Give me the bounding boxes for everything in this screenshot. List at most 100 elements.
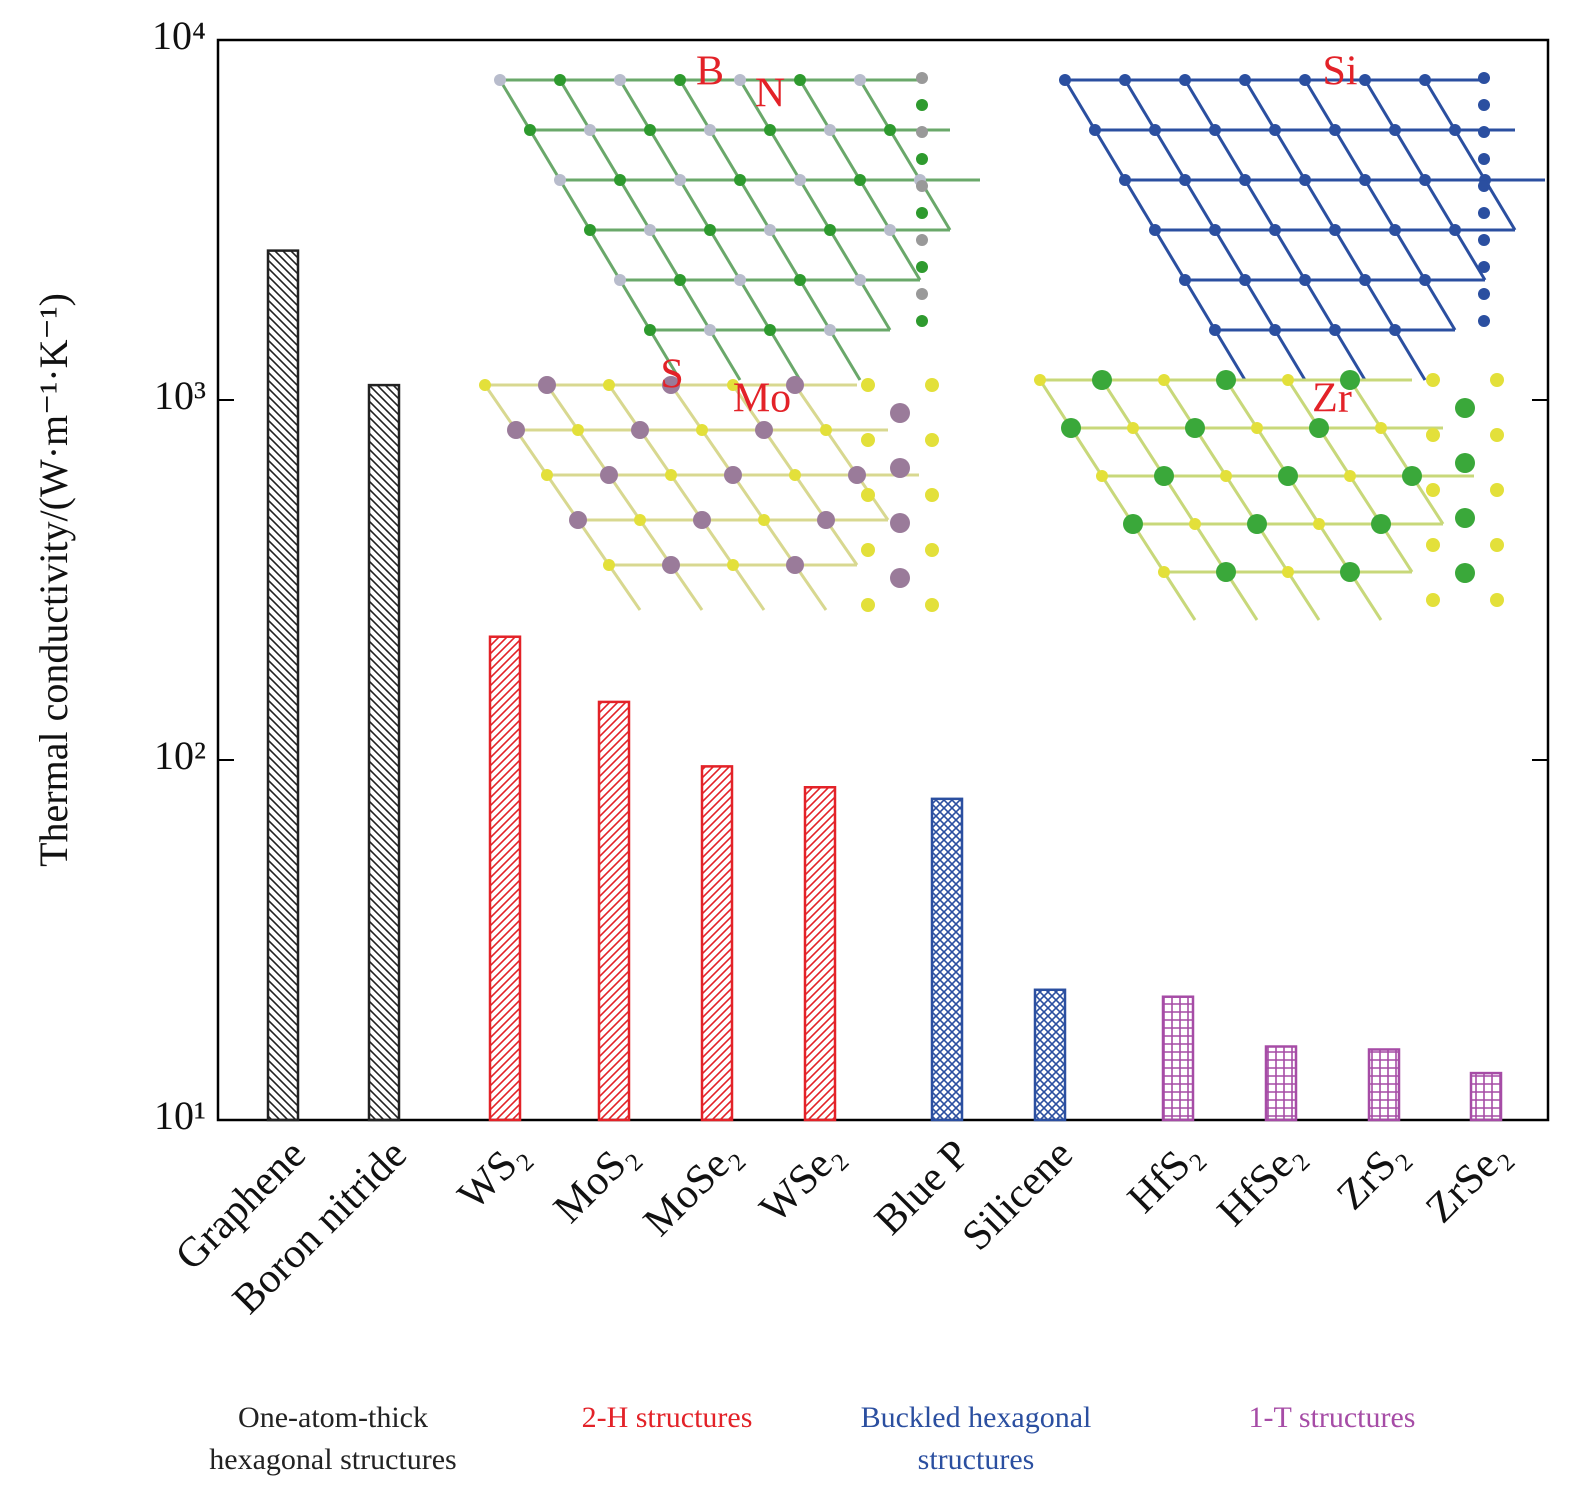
bond (1183, 79, 1217, 131)
bond (1123, 179, 1157, 231)
atom (1455, 398, 1475, 418)
atom (916, 153, 928, 165)
bond (514, 429, 549, 476)
x-tick-label: WS₂ (449, 1131, 536, 1218)
bond (669, 564, 704, 611)
group-label: Buckled hexagonal (861, 1401, 1092, 1434)
bar (700, 765, 734, 1122)
atom (861, 543, 875, 557)
bond (1483, 179, 1517, 231)
bond (1333, 329, 1367, 381)
bond (798, 179, 832, 231)
atom (584, 124, 596, 136)
atom (1329, 124, 1341, 136)
atom (538, 376, 556, 394)
atom (1269, 324, 1281, 336)
atom (861, 488, 875, 502)
atom (727, 379, 739, 391)
atom (734, 274, 746, 286)
atom (1419, 74, 1431, 86)
bar (803, 786, 837, 1122)
atom (1209, 224, 1221, 236)
atom (890, 568, 910, 588)
bond (1286, 571, 1321, 621)
atom (1389, 324, 1401, 336)
atom (1059, 74, 1071, 86)
bond (545, 384, 580, 431)
bond (888, 129, 922, 181)
atom (1239, 174, 1251, 186)
atom (1158, 374, 1170, 386)
bond (738, 79, 772, 131)
atom (1329, 224, 1341, 236)
bond (858, 179, 892, 231)
atom (1154, 466, 1174, 486)
y-tick-label: 10³ (154, 373, 206, 418)
bond (828, 229, 862, 281)
atom (1127, 422, 1139, 434)
atom (1478, 153, 1490, 165)
atom (820, 424, 832, 436)
atom (925, 488, 939, 502)
bond (768, 329, 802, 381)
atom (890, 458, 910, 478)
bond (824, 429, 859, 476)
atom (1299, 274, 1311, 286)
bond (1183, 179, 1217, 231)
atom (554, 174, 566, 186)
atom (1389, 124, 1401, 136)
atom (1209, 324, 1221, 336)
bond (700, 519, 735, 566)
atom (925, 378, 939, 392)
atom (734, 174, 746, 186)
atom (1449, 224, 1461, 236)
group-label: 1-T structures (1249, 1401, 1416, 1434)
atom (1251, 422, 1263, 434)
bond (1153, 229, 1187, 281)
atom (758, 514, 770, 526)
atom (572, 424, 584, 436)
atom (824, 324, 836, 336)
bond (1303, 279, 1337, 331)
atom (614, 74, 626, 86)
atom (861, 433, 875, 447)
bond (607, 384, 642, 431)
atom (634, 514, 646, 526)
atom (1185, 418, 1205, 438)
atom (1247, 514, 1267, 534)
bar (597, 700, 631, 1122)
bond (1162, 571, 1197, 621)
bar (488, 635, 522, 1122)
atom (1389, 224, 1401, 236)
group-label: One-atom-thick (238, 1401, 428, 1434)
atom (1034, 374, 1046, 386)
bond (1303, 179, 1337, 231)
y-tick-label: 10¹ (154, 1093, 206, 1138)
bond (798, 279, 832, 331)
atom (1239, 274, 1251, 286)
bond (1453, 229, 1487, 281)
atom (584, 224, 596, 236)
bond (638, 429, 673, 476)
atom (1123, 514, 1143, 534)
atom (1478, 234, 1490, 246)
atom (916, 126, 928, 138)
atom (1478, 72, 1490, 84)
atom (1119, 74, 1131, 86)
inset-label: S (660, 352, 683, 398)
atom (1149, 124, 1161, 136)
atom (916, 99, 928, 111)
atom (494, 74, 506, 86)
bond (1393, 129, 1427, 181)
atom (600, 466, 618, 484)
atom (631, 421, 649, 439)
atom (1359, 274, 1371, 286)
atom (916, 315, 928, 327)
atom (1490, 483, 1504, 497)
structure-insets (479, 72, 1545, 621)
atom (854, 274, 866, 286)
atom (1359, 74, 1371, 86)
x-tick-label: MoSe₂ (635, 1131, 749, 1245)
bar (930, 797, 964, 1122)
atom (724, 466, 742, 484)
